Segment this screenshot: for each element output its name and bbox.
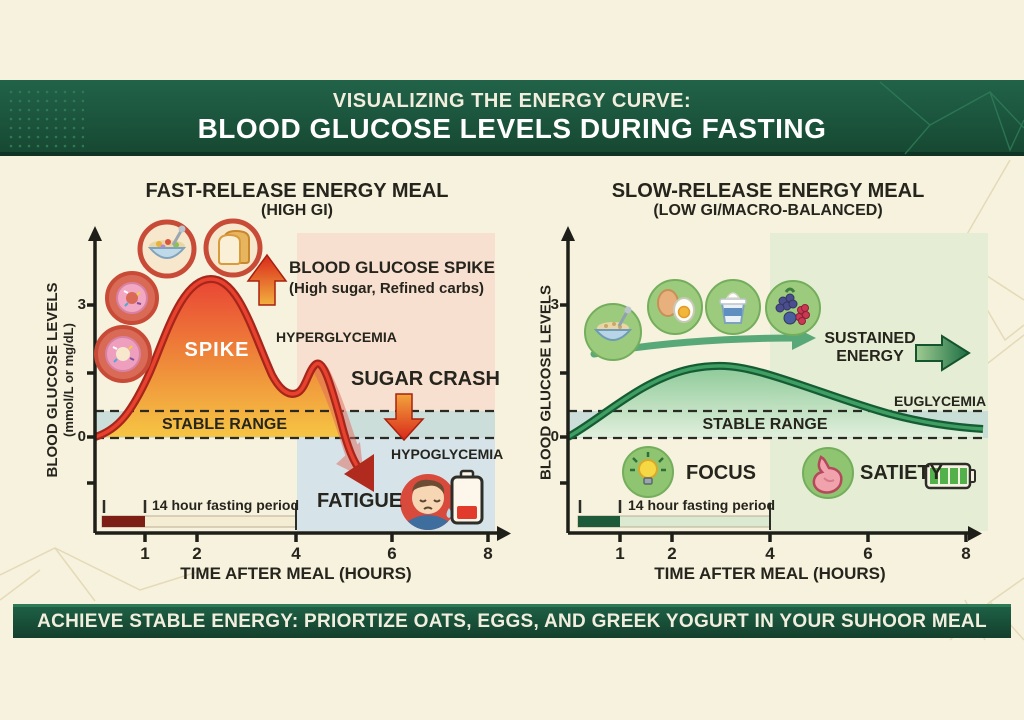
x-tick-label: 1 <box>615 544 625 563</box>
stable-range-dashed-lines <box>568 409 988 440</box>
x-tick-label: 4 <box>291 544 301 563</box>
right-x-axis-label: TIME AFTER MEAL (HOURS) <box>654 564 886 583</box>
euglycemia-label: EUGLYCEMIA <box>894 393 987 409</box>
battery-low-icon <box>450 469 484 525</box>
stable-range-dashed-lines <box>95 409 495 440</box>
stomach-icon <box>802 447 854 499</box>
focus-label: FOCUS <box>686 462 756 484</box>
satiety-label: SATIETY <box>860 462 943 484</box>
header-polygon-lines <box>879 81 1024 155</box>
footer-text: ACHIEVE STABLE ENERGY: PRIORTIZE OATS, E… <box>37 611 987 632</box>
oatmeal-bowl-icon <box>584 303 642 361</box>
glucose-curve <box>566 361 984 441</box>
y-tick-label: 3 <box>550 296 559 313</box>
y-tick-label: 3 <box>77 296 86 313</box>
fasting-period-label: 14 hour fasting period <box>152 497 300 513</box>
hyperglycemia-label: HYPERGLYCEMIA <box>276 329 397 345</box>
spike-callout-sub: (High sugar, Refined carbs) <box>289 280 485 297</box>
x-axis-arrowhead <box>968 526 982 541</box>
sustained-energy-label-line1: SUSTAINED <box>824 330 916 347</box>
glucose-curve-fill <box>568 365 983 437</box>
greek-yogurt-icon <box>705 279 761 335</box>
fatigue-label: FATIGUE <box>317 490 403 512</box>
spike-callout-title: BLOOD GLUCOSE SPIKE <box>289 258 495 277</box>
glucose-curve-fill <box>95 279 344 437</box>
stable-range-label: STABLE RANGE <box>702 416 828 433</box>
x-tick-label: 6 <box>387 544 397 563</box>
fasting-period-label: 14 hour fasting period <box>628 497 776 513</box>
x-tick-label: 6 <box>863 544 873 563</box>
block-arrow-icon <box>915 334 971 372</box>
x-tick-label: 1 <box>140 544 150 563</box>
left-chart-subtitle: (HIGH GI) <box>261 202 333 219</box>
header-title-line2: BLOOD GLUCOSE LEVELS DURING FASTING <box>197 113 827 144</box>
boiled-eggs-icon <box>647 279 703 335</box>
y-axis-arrowhead <box>561 226 575 241</box>
x-tick-label: 4 <box>765 544 775 563</box>
glucose-curve <box>93 274 366 476</box>
y-axis-sublabel: (mmol/L or mg/dL) <box>61 323 76 437</box>
sustained-energy-label-line2: ENERGY <box>836 348 904 365</box>
y-axis-arrowhead <box>88 226 102 241</box>
crash-arrow-head <box>344 454 374 492</box>
header-band <box>0 80 1024 156</box>
right-y-axis-label: BLOOD GLUCOSE LEVELS <box>537 285 555 481</box>
cereal-bowl-icon <box>137 219 197 279</box>
header-title-line1: VISUALIZING THE ENERGY CURVE: <box>332 90 692 112</box>
fasting-period-bar <box>101 500 297 530</box>
hypoglycemia-label: HYPOGLYCEMIA <box>391 446 504 462</box>
left-chart-graphics <box>87 218 511 542</box>
up-arrow-icon <box>246 253 288 306</box>
stable-range-label: STABLE RANGE <box>162 416 288 433</box>
left-y-axis-label-group: BLOOD GLUCOSE LEVELS (mmol/L or mg/dL) <box>44 230 76 530</box>
berries-icon <box>765 280 821 336</box>
header-dot-pattern <box>8 86 84 148</box>
spike-label: SPIKE <box>184 339 250 361</box>
y-tick-label: 0 <box>77 428 86 445</box>
donut-icon <box>94 325 152 383</box>
left-axes <box>87 237 499 542</box>
x-tick-label: 2 <box>667 544 677 563</box>
y-tick-label: 0 <box>550 428 559 445</box>
left-chart-title: FAST-RELEASE ENERGY MEAL <box>145 180 449 202</box>
left-x-axis-label: TIME AFTER MEAL (HOURS) <box>180 564 412 583</box>
fasting-period-bar <box>577 500 771 530</box>
footer-banner <box>13 604 1011 638</box>
x-tick-label: 8 <box>483 544 493 563</box>
right-chart-graphics <box>560 226 988 542</box>
lightbulb-icon <box>622 446 674 498</box>
y-axis-label: BLOOD GLUCOSE LEVELS <box>44 282 61 478</box>
battery-full-icon <box>924 462 976 490</box>
down-arrow-icon <box>383 393 425 442</box>
x-axis-arrowhead <box>497 526 511 541</box>
bread-icon <box>203 218 263 278</box>
sugar-crash-label: SUGAR CRASH <box>351 368 500 390</box>
tired-face-icon <box>400 474 456 530</box>
donut-icon <box>105 271 159 325</box>
x-tick-label: 8 <box>961 544 971 563</box>
right-chart-title: SLOW-RELEASE ENERGY MEAL <box>611 180 925 202</box>
right-chart-subtitle: (LOW GI/MACRO-BALANCED) <box>653 202 883 219</box>
right-axes <box>560 237 970 542</box>
x-tick-label: 2 <box>192 544 202 563</box>
